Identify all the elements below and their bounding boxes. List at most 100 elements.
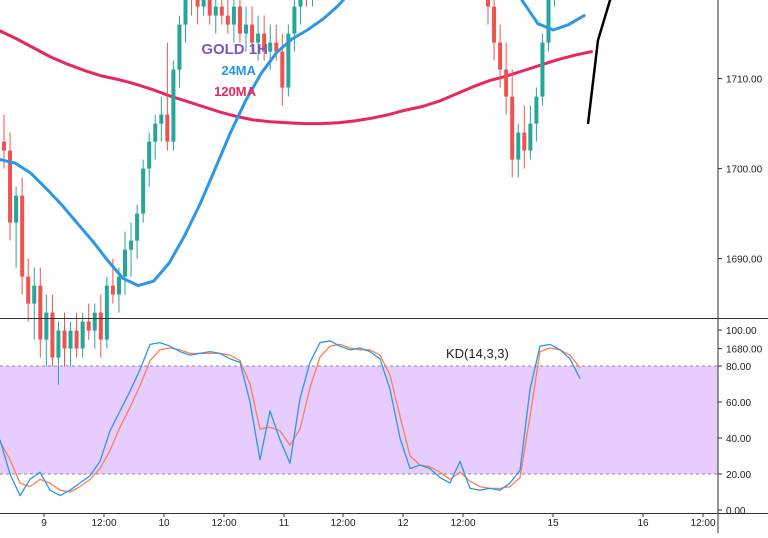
- candle-body: [516, 132, 521, 160]
- candle-body: [262, 33, 267, 52]
- candle-body: [298, 0, 303, 7]
- kd-tick-label: 0.00: [726, 506, 746, 517]
- kd-tick-label: 60.00: [726, 398, 751, 409]
- candle-body: [74, 330, 79, 349]
- candle-body: [286, 33, 291, 88]
- candle-body: [165, 114, 170, 142]
- price-tick-label: 1690.00: [726, 255, 763, 266]
- candle-body: [195, 0, 200, 7]
- kd-title: KD(14,3,3): [446, 346, 509, 361]
- candle-body: [256, 33, 261, 43]
- candle-body: [522, 132, 527, 151]
- candle-body: [498, 42, 503, 70]
- ma120-layer: [0, 29, 593, 126]
- candle-body: [546, 0, 551, 43]
- chart-title: GOLD 1H: [201, 41, 268, 58]
- candle-body: [534, 96, 539, 124]
- candle-body: [504, 69, 509, 97]
- time-tick-label: 12: [397, 518, 409, 529]
- time-tick-label: 12:00: [211, 518, 236, 529]
- candle-body: [141, 168, 146, 214]
- candle-body: [540, 42, 545, 97]
- candle-body: [116, 276, 121, 295]
- candle-body: [104, 285, 109, 340]
- candle-body: [171, 69, 176, 142]
- kd-tick-label: 80.00: [726, 362, 751, 373]
- time-tick-label: 12:00: [330, 518, 355, 529]
- candle-body: [268, 42, 273, 52]
- time-tick-label: 12:00: [690, 518, 715, 529]
- candle-body: [213, 6, 218, 16]
- kd-tick-label: 100.00: [726, 326, 757, 337]
- kd-band-layer: [0, 365, 718, 475]
- candle-body: [68, 330, 73, 349]
- candle-body: [207, 0, 212, 16]
- kd-band: [0, 366, 718, 474]
- time-tick-label: 12:00: [450, 518, 475, 529]
- candle-body: [292, 6, 297, 34]
- candle-body: [123, 249, 127, 277]
- candle-body: [92, 312, 97, 331]
- candle-body: [492, 6, 497, 43]
- candle-body: [225, 15, 230, 25]
- candle-body: [8, 150, 13, 223]
- candle-body: [159, 114, 164, 124]
- kd-layer: [0, 340, 581, 497]
- candle-body: [147, 141, 152, 169]
- candle-body: [80, 321, 85, 349]
- candle-body: [177, 24, 182, 70]
- candle-body: [14, 195, 19, 223]
- time-tick-label: 15: [547, 518, 559, 529]
- candle-body: [62, 330, 67, 349]
- candle-body: [183, 0, 188, 25]
- candle-body: [231, 6, 236, 25]
- candle-body: [129, 240, 134, 250]
- candle-body: [250, 24, 255, 43]
- price-tick-label: 1680.00: [726, 345, 763, 356]
- candle-body: [135, 213, 140, 241]
- kd-d-line: [0, 343, 581, 493]
- time-tick-label: 12:00: [91, 518, 116, 529]
- candle-body: [26, 276, 31, 304]
- time-tick-label: 9: [41, 518, 47, 529]
- candle-body: [528, 123, 533, 151]
- time-tick-label: 16: [637, 518, 649, 529]
- candle-body: [20, 195, 25, 277]
- ma24-layer: [0, 0, 586, 288]
- candle-body: [44, 312, 49, 340]
- candle-body: [153, 123, 158, 142]
- candle-body: [280, 51, 285, 88]
- ma24-line: [0, 0, 586, 288]
- time-tick-label: 10: [158, 518, 170, 529]
- candle-body: [274, 42, 279, 52]
- candle-body: [201, 0, 206, 7]
- legend-24ma: 24MA: [221, 63, 256, 78]
- candle-body: [510, 96, 515, 160]
- legend-120ma: 120MA: [214, 84, 257, 99]
- candle-layer: [2, 0, 556, 385]
- candle-body: [2, 141, 6, 151]
- arrow-layer: [586, 0, 612, 125]
- candle-body: [237, 6, 242, 34]
- price-tick-label: 1710.00: [726, 75, 763, 86]
- candle-body: [38, 285, 43, 340]
- kd-tick-label: 20.00: [726, 470, 751, 481]
- candle-body: [244, 24, 248, 34]
- candle-body: [110, 285, 115, 295]
- candle-body: [86, 321, 91, 331]
- candle-body: [56, 330, 61, 358]
- candle-body: [32, 285, 37, 304]
- time-tick-label: 11: [279, 518, 290, 529]
- candle-body: [219, 6, 224, 16]
- candle-body: [50, 312, 55, 358]
- kd-tick-label: 40.00: [726, 434, 751, 445]
- price-tick-label: 1700.00: [726, 165, 763, 176]
- annotation-arrow-shaft: [586, 0, 612, 125]
- candle-body: [486, 0, 490, 7]
- ma120-line: [0, 29, 593, 126]
- kd-k-line: [0, 340, 581, 497]
- candle-body: [98, 312, 103, 340]
